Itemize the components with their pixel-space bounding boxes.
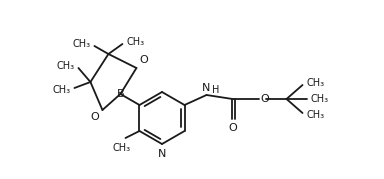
Text: CH₃: CH₃: [56, 61, 74, 71]
Text: CH₃: CH₃: [306, 110, 324, 120]
Text: O: O: [139, 55, 148, 65]
Text: O: O: [260, 94, 269, 104]
Text: CH₃: CH₃: [113, 143, 131, 153]
Text: H: H: [212, 85, 219, 95]
Text: O: O: [91, 112, 99, 122]
Text: B: B: [117, 89, 124, 99]
Text: N: N: [158, 149, 166, 159]
Text: O: O: [228, 123, 237, 133]
Text: CH₃: CH₃: [52, 85, 70, 95]
Text: CH₃: CH₃: [311, 94, 329, 104]
Text: CH₃: CH₃: [72, 39, 90, 49]
Text: CH₃: CH₃: [126, 37, 144, 47]
Text: CH₃: CH₃: [306, 78, 324, 88]
Text: N: N: [202, 83, 211, 93]
